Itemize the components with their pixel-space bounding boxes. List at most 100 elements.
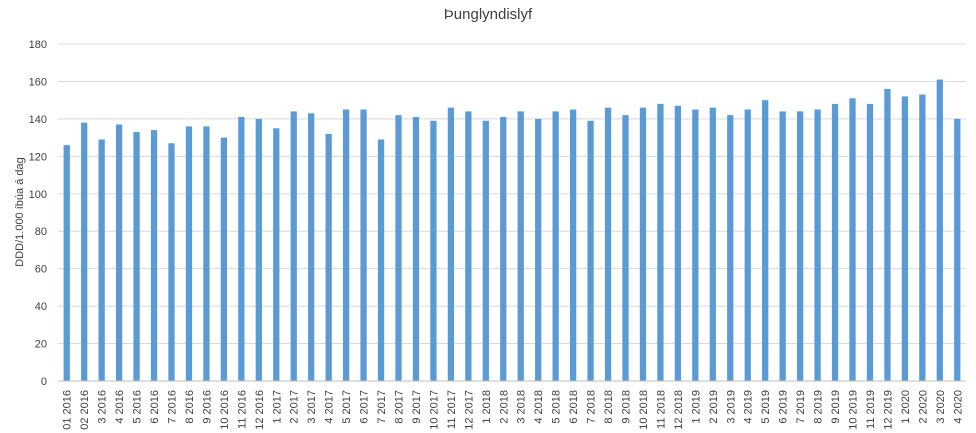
bar [150, 130, 158, 381]
bar [395, 115, 402, 382]
bar [884, 88, 891, 381]
x-tick-label: 01 2016 [62, 390, 74, 430]
x-tick-label: 4 2018 [533, 390, 545, 424]
x-tick-label: 6 2018 [568, 390, 580, 424]
bars [63, 79, 961, 382]
x-tick-label: 9 2018 [621, 390, 633, 424]
x-tick-label: 7 2017 [376, 390, 388, 424]
x-tick-label: 4 2016 [114, 390, 126, 424]
x-tick-label: 12 2017 [463, 390, 475, 430]
x-tick-label: 2 2017 [289, 390, 301, 424]
bar [325, 133, 332, 381]
bar [569, 109, 577, 382]
y-tick-label: 0 [41, 376, 47, 388]
bar [744, 109, 751, 382]
x-tick-label: 10 2019 [848, 390, 860, 430]
bar [692, 109, 699, 382]
x-tick-label: 8 2017 [394, 390, 406, 424]
x-tick-label: 5 2018 [551, 390, 563, 424]
x-tick-label: 3 2020 [935, 390, 947, 424]
bar [377, 139, 385, 381]
x-tick-label: 8 2019 [813, 390, 825, 424]
bar [185, 126, 193, 381]
bar [779, 111, 786, 382]
x-tick-label: 3 2019 [725, 390, 737, 424]
bar [866, 103, 874, 382]
bar [954, 118, 961, 381]
y-tick-label: 180 [29, 39, 47, 51]
x-tick-label: 10 2016 [219, 390, 231, 430]
bar [98, 139, 105, 381]
bar [657, 103, 664, 382]
y-tick-label: 20 [35, 339, 47, 351]
x-tick-label: 4 2020 [952, 390, 964, 424]
bar [238, 117, 245, 382]
x-tick-label: 1 2020 [900, 390, 912, 424]
x-tick-label: 02 2016 [79, 390, 91, 430]
bar [796, 111, 804, 382]
bar [342, 109, 350, 382]
bar [430, 120, 437, 381]
bar [482, 120, 489, 381]
bar [81, 122, 88, 381]
x-tick-label: 10 2017 [428, 390, 440, 430]
bar [447, 107, 455, 382]
bar [203, 126, 210, 381]
x-tick-label: 1 2018 [481, 390, 493, 424]
bar [273, 128, 280, 381]
x-tick-label: 9 2019 [830, 390, 842, 424]
bar [936, 79, 943, 382]
x-tick-label: 11 2016 [236, 390, 248, 429]
y-tick-label: 100 [29, 189, 47, 201]
x-tick-label: 4 2019 [743, 390, 755, 424]
bar [115, 124, 123, 381]
x-tick-label: 3 2018 [516, 390, 528, 424]
bar [63, 145, 70, 381]
x-tick-label: 11 2018 [655, 390, 667, 429]
y-tick-label: 140 [29, 114, 47, 126]
x-tick-label: 8 2018 [603, 390, 615, 424]
bar [412, 117, 420, 382]
x-tick-label: 1 2019 [690, 390, 702, 424]
bar [133, 131, 140, 381]
bar [535, 118, 542, 381]
bar [849, 98, 856, 382]
x-tick-label: 7 2016 [167, 390, 179, 424]
bar [465, 111, 472, 382]
bar [308, 113, 315, 382]
bar [220, 137, 228, 381]
bar [674, 105, 682, 382]
bar [762, 100, 769, 382]
x-tick-label: 12 2016 [254, 390, 266, 430]
x-tick-label: 2 2019 [708, 390, 720, 424]
x-tick-label: 5 2016 [132, 390, 144, 424]
bar [552, 111, 559, 382]
x-tick-label: 4 2017 [324, 390, 336, 424]
x-tick-label: 3 2017 [306, 390, 318, 424]
x-tick-label: 10 2018 [638, 390, 650, 430]
x-tick-label: 12 2018 [673, 390, 685, 430]
x-tick-label: 5 2019 [760, 390, 772, 424]
x-tick-label: 6 2019 [778, 390, 790, 424]
y-axis-ticks: 0 20 40 60 80 100 120 140 160 180 [29, 39, 47, 388]
bar [255, 118, 262, 381]
bar [290, 111, 297, 382]
x-tick-label: 5 2017 [341, 390, 353, 424]
bar [622, 115, 629, 382]
x-tick-label: 9 2016 [201, 390, 213, 424]
x-tick-label: 7 2019 [795, 390, 807, 424]
bar [727, 115, 734, 382]
bar [360, 109, 367, 382]
x-axis-ticks: 01 2016 02 2016 3 2016 4 2016 5 2016 6 2016 7 … [62, 390, 965, 430]
bar [168, 143, 175, 381]
x-tick-label: 9 2017 [411, 390, 423, 424]
y-tick-label: 40 [35, 301, 47, 313]
y-tick-label: 160 [29, 76, 47, 88]
bar [919, 94, 926, 382]
bar [587, 120, 594, 381]
x-tick-label: 11 2019 [865, 390, 877, 429]
bar [709, 107, 716, 382]
x-tick-label: 6 2016 [149, 390, 161, 424]
bar [901, 96, 909, 381]
